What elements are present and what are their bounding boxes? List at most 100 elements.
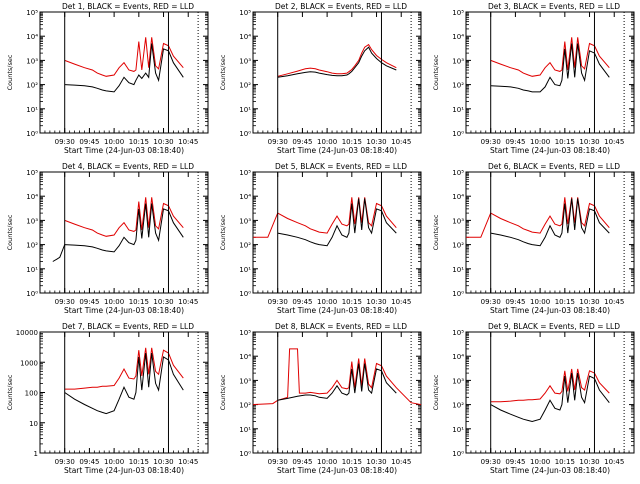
y-tick-label: 10⁴	[452, 33, 464, 41]
y-tick-label: 10⁵	[452, 329, 464, 337]
events-series-line	[52, 203, 184, 262]
x-tick-label: 10:30	[366, 458, 386, 466]
x-tick-label: 09:30	[55, 138, 75, 146]
y-tick-label: 10⁰	[239, 450, 251, 458]
x-tick-label: 10:45	[178, 298, 198, 306]
y-tick-label: 10⁰	[26, 290, 38, 298]
x-tick-label: 10:30	[366, 298, 386, 306]
x-tick-label: 10:45	[604, 458, 624, 466]
y-tick-label: 10³	[452, 377, 464, 385]
x-tick-label: 10:45	[391, 138, 411, 146]
x-axis-label: Start Time (24-Jun-03 08:18:40)	[490, 306, 610, 315]
y-tick-label: 10¹	[239, 106, 251, 114]
x-tick-label: 10:30	[153, 458, 173, 466]
events-series-line	[490, 43, 610, 93]
y-tick-label: 10²	[26, 82, 38, 90]
x-tick-label: 10:45	[604, 138, 624, 146]
x-tick-label: 10:45	[391, 458, 411, 466]
lld-series-line	[253, 197, 397, 238]
panel-title: Det 8, BLACK = Events, RED = LLD	[275, 322, 407, 331]
panel-title: Det 7, BLACK = Events, RED = LLD	[62, 322, 194, 331]
x-tick-label: 10:30	[579, 298, 599, 306]
y-tick-label: 10⁴	[239, 193, 251, 201]
x-tick-label: 10:45	[178, 458, 198, 466]
y-tick-label: 10²	[239, 402, 251, 410]
lld-series-line	[490, 368, 610, 403]
x-tick-label: 09:30	[55, 298, 75, 306]
y-tick-label: 10	[29, 420, 38, 428]
x-tick-label: 10:00	[104, 138, 124, 146]
y-tick-label: 10¹	[452, 106, 464, 114]
x-tick-label: 10:30	[366, 138, 386, 146]
y-tick-label: 10⁵	[239, 9, 251, 17]
lld-series-line	[64, 197, 184, 237]
x-tick-label: 10:15	[129, 458, 149, 466]
y-tick-label: 10⁰	[26, 130, 38, 138]
x-axis-label: Start Time (24-Jun-03 08:18:40)	[64, 466, 184, 475]
panel-title: Det 6, BLACK = Events, RED = LLD	[488, 162, 620, 171]
x-axis-label: Start Time (24-Jun-03 08:18:40)	[490, 146, 610, 155]
y-tick-label: 10²	[239, 242, 251, 250]
x-tick-label: 09:45	[79, 138, 99, 146]
x-tick-label: 09:45	[505, 298, 525, 306]
lld-series-line	[64, 347, 184, 390]
x-tick-label: 10:00	[317, 458, 337, 466]
y-axis-label: Counts/sec	[219, 54, 227, 90]
panel-title: Det 4, BLACK = Events, RED = LLD	[62, 162, 194, 171]
y-tick-label: 10¹	[26, 106, 38, 114]
x-tick-label: 09:30	[268, 458, 288, 466]
detector-panel: 10⁰ 10¹ 10² 10³ 10⁴ 10⁵ 09:30 09:45 10:00 10:15 10…	[6, 162, 209, 315]
lld-series-line	[253, 348, 421, 406]
panel-title: Det 9, BLACK = Events, RED = LLD	[488, 322, 620, 331]
y-tick-label: 10⁴	[239, 353, 251, 361]
y-tick-label: 10³	[452, 57, 464, 65]
x-tick-label: 09:45	[505, 458, 525, 466]
x-tick-label: 09:45	[292, 458, 312, 466]
x-tick-label: 10:15	[342, 458, 362, 466]
events-series-line	[490, 198, 610, 247]
x-tick-label: 09:45	[79, 458, 99, 466]
lld-series-line	[277, 43, 397, 77]
y-tick-label: 10²	[452, 82, 464, 90]
detector-panel: 10⁰ 10¹ 10² 10³ 10⁴ 10⁵ 09:30 09:45 10:00 10:15 10…	[219, 2, 422, 155]
y-tick-label: 10³	[239, 57, 251, 65]
y-tick-label: 10³	[239, 377, 251, 385]
y-tick-label: 10³	[26, 217, 38, 225]
events-series-line	[64, 43, 184, 93]
y-tick-label: 10¹	[452, 426, 464, 434]
x-tick-label: 10:15	[129, 298, 149, 306]
x-tick-label: 09:30	[55, 458, 75, 466]
y-axis-label: Counts/sec	[6, 214, 14, 250]
y-tick-label: 10⁴	[26, 33, 38, 41]
y-tick-label: 10¹	[239, 426, 251, 434]
y-axis-label: Counts/sec	[432, 214, 440, 250]
y-tick-label: 100	[25, 390, 38, 398]
x-axis-label: Start Time (24-Jun-03 08:18:40)	[277, 466, 397, 475]
panel-title: Det 2, BLACK = Events, RED = LLD	[275, 2, 407, 11]
lld-series-line	[490, 37, 610, 77]
y-tick-label: 10⁰	[239, 290, 251, 298]
y-tick-label: 10¹	[26, 266, 38, 274]
detector-panel: 10⁰ 10¹ 10² 10³ 10⁴ 10⁵ 09:30 09:45 10:00 10:15 10…	[219, 162, 422, 315]
y-tick-label: 10²	[452, 402, 464, 410]
detector-panel: 10⁰ 10¹ 10² 10³ 10⁴ 10⁵ 09:30 09:45 10:00 10:15 10…	[432, 322, 635, 475]
x-tick-label: 10:00	[317, 138, 337, 146]
events-series-line	[490, 373, 610, 423]
x-axis-label: Start Time (24-Jun-03 08:18:40)	[64, 306, 184, 315]
y-tick-label: 1000	[20, 359, 38, 367]
lld-series-line	[466, 197, 610, 238]
y-tick-label: 10⁵	[26, 9, 38, 17]
y-tick-label: 10⁴	[239, 33, 251, 41]
y-tick-label: 1	[34, 450, 38, 458]
y-tick-label: 10²	[452, 242, 464, 250]
x-tick-label: 10:00	[104, 458, 124, 466]
x-tick-label: 10:00	[104, 298, 124, 306]
y-tick-label: 10⁵	[239, 169, 251, 177]
x-axis-label: Start Time (24-Jun-03 08:18:40)	[64, 146, 184, 155]
x-tick-label: 09:45	[292, 298, 312, 306]
panel-title: Det 5, BLACK = Events, RED = LLD	[275, 162, 407, 171]
detector-panel: 10⁰ 10¹ 10² 10³ 10⁴ 10⁵ 09:30 09:45 10:00 10:15 10…	[432, 2, 635, 155]
y-tick-label: 10⁰	[452, 130, 464, 138]
y-tick-label: 10⁵	[452, 169, 464, 177]
